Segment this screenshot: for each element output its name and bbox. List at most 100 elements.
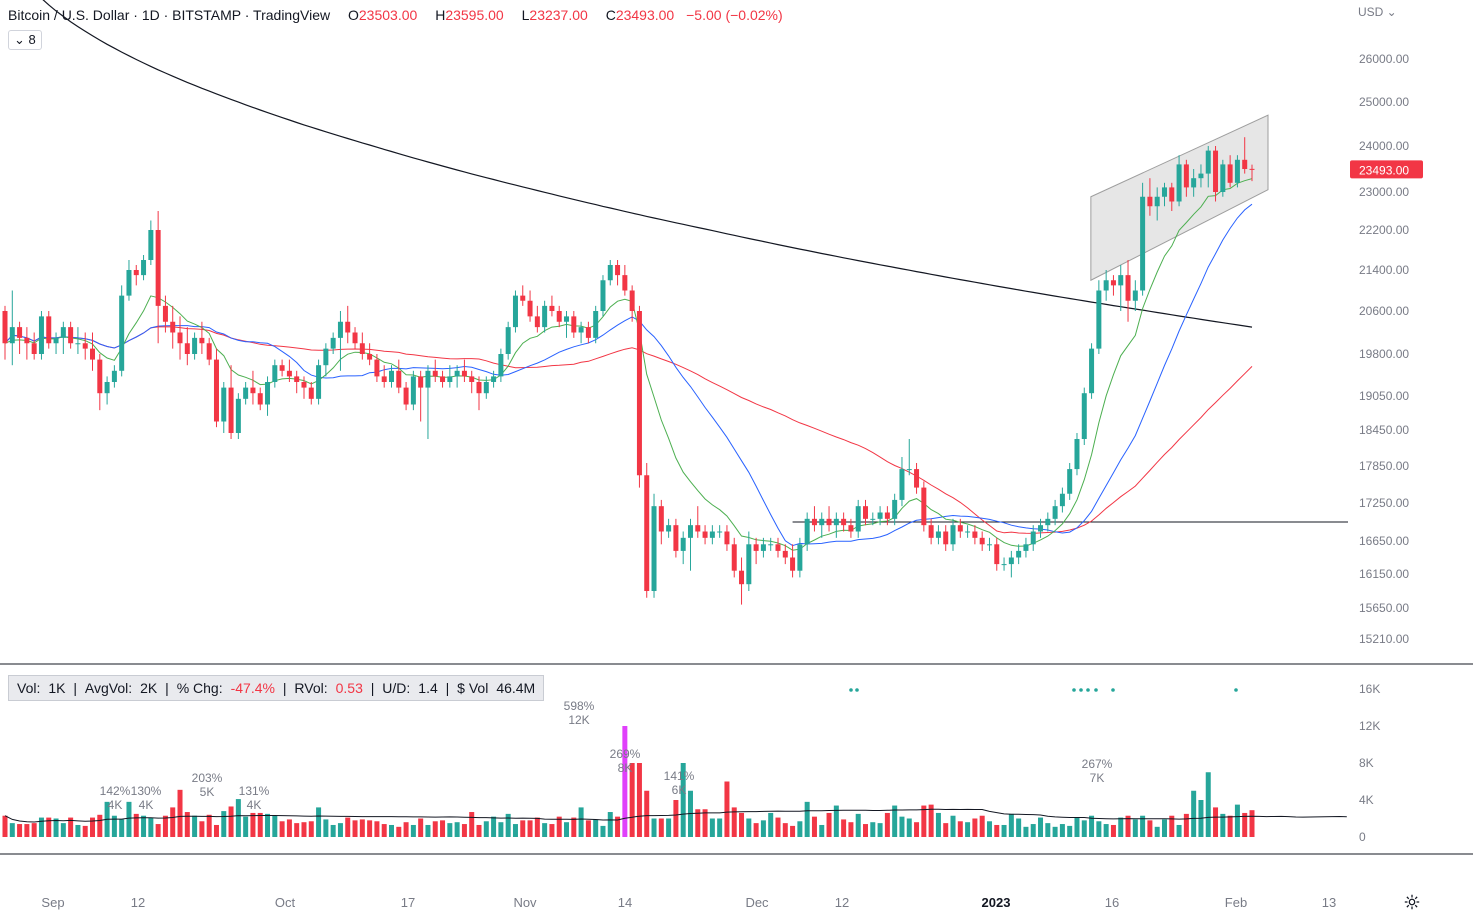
vol-tick-label: 8K xyxy=(1359,756,1374,770)
candle-body xyxy=(629,290,635,311)
volume-bar xyxy=(119,819,125,837)
y-tick-label: 23000.00 xyxy=(1359,185,1409,199)
volume-size-annotation: 6K xyxy=(672,783,687,797)
change-value: −5.00 (−0.02%) xyxy=(686,7,783,23)
candle-body xyxy=(921,487,927,526)
candle-body xyxy=(673,525,679,551)
candle-body xyxy=(272,365,278,382)
candle-body xyxy=(1089,348,1095,394)
volume-average-line xyxy=(4,808,1347,823)
y-tick-label: 24000.00 xyxy=(1359,139,1409,153)
candle-body xyxy=(170,321,176,333)
volume-bar xyxy=(2,815,8,837)
candle-body xyxy=(483,382,489,394)
currency-label: USD xyxy=(1358,5,1384,19)
volume-bar xyxy=(352,820,358,837)
volume-bar xyxy=(695,809,701,837)
candle-body xyxy=(184,343,190,354)
candle-body xyxy=(870,518,876,520)
volume-pct-annotation: 130% xyxy=(131,784,162,798)
ud-value: 1.4 xyxy=(418,680,438,696)
volume-bar xyxy=(170,807,176,837)
volume-bar xyxy=(316,807,322,837)
candle-body xyxy=(162,305,168,322)
candle-body xyxy=(549,305,555,311)
candle-body xyxy=(578,327,584,333)
candle-body xyxy=(206,343,212,360)
volume-bar xyxy=(1074,817,1080,837)
close-value: 23493.00 xyxy=(615,7,675,23)
candle-body xyxy=(950,525,956,545)
volume-bar xyxy=(1234,804,1240,837)
candle-body xyxy=(512,295,518,328)
volume-bar xyxy=(505,813,511,837)
candle-body xyxy=(418,376,424,388)
candle-body xyxy=(790,557,796,571)
volume-bar xyxy=(986,821,992,837)
y-tick-label: 15650.00 xyxy=(1359,601,1409,615)
volume-bar xyxy=(899,816,905,837)
candle-body xyxy=(833,518,839,526)
volume-bar xyxy=(381,824,387,837)
volume-bar xyxy=(213,824,219,837)
candle-body xyxy=(622,275,628,291)
volume-bar xyxy=(243,816,249,837)
candle-body xyxy=(542,305,548,328)
volume-bar xyxy=(811,816,817,837)
volume-size-annotation: 5K xyxy=(200,785,215,799)
y-tick-label: 19050.00 xyxy=(1359,389,1409,403)
volume-bar xyxy=(921,805,927,837)
vol-label: Vol: xyxy=(17,680,41,696)
volume-bar xyxy=(177,789,183,837)
candle-body xyxy=(1220,164,1226,192)
x-tick-label: 2023 xyxy=(982,895,1011,910)
volume-bar xyxy=(702,809,708,837)
candle-body xyxy=(432,370,438,377)
volume-bar xyxy=(126,801,132,837)
candle-body xyxy=(126,270,132,296)
volume-bar xyxy=(308,821,314,837)
indicator-count: 8 xyxy=(28,32,36,47)
volume-bar xyxy=(651,818,657,837)
y-tick-label: 18450.00 xyxy=(1359,423,1409,437)
volume-bar xyxy=(31,823,37,837)
indicator-collapse-button[interactable]: ⌄ 8 xyxy=(8,30,42,50)
candle-body xyxy=(228,387,234,433)
volume-bar xyxy=(585,820,591,837)
candle-body xyxy=(1103,280,1109,291)
candle-body xyxy=(425,370,431,388)
candle-body xyxy=(1234,159,1240,183)
low-label: L xyxy=(521,7,530,23)
candle-body xyxy=(979,537,985,545)
candle-body xyxy=(31,343,37,354)
volume-bar xyxy=(615,816,621,837)
candle-body xyxy=(556,311,562,322)
candle-body xyxy=(2,311,8,344)
candle-body xyxy=(709,531,715,538)
volume-bar xyxy=(90,817,96,837)
volume-bar xyxy=(863,824,869,837)
candle-body xyxy=(1161,187,1167,197)
candle-body xyxy=(199,337,205,344)
candle-body xyxy=(1067,469,1073,494)
volume-bar xyxy=(731,807,737,837)
candle-body xyxy=(607,265,613,281)
volume-bar xyxy=(906,818,912,837)
settings-gear-icon[interactable] xyxy=(1403,893,1421,911)
volume-bar xyxy=(1183,813,1189,837)
candle-body xyxy=(877,512,883,519)
volume-bar xyxy=(1242,812,1248,837)
volume-pct-annotation: 142% xyxy=(100,784,131,798)
volume-bar xyxy=(367,820,373,837)
symbol-title[interactable]: Bitcoin / U.S. Dollar · 1D · BITSTAMP · … xyxy=(8,7,331,23)
volume-bar xyxy=(972,818,978,837)
volume-bar xyxy=(724,781,730,837)
currency-selector[interactable]: USD ⌄ xyxy=(1358,5,1397,19)
volume-bar xyxy=(294,823,300,837)
volume-bar xyxy=(1154,826,1160,837)
volume-bar xyxy=(491,816,497,837)
volume-bar xyxy=(666,818,672,837)
x-tick-label: 12 xyxy=(131,895,145,910)
candle-body xyxy=(447,376,453,382)
